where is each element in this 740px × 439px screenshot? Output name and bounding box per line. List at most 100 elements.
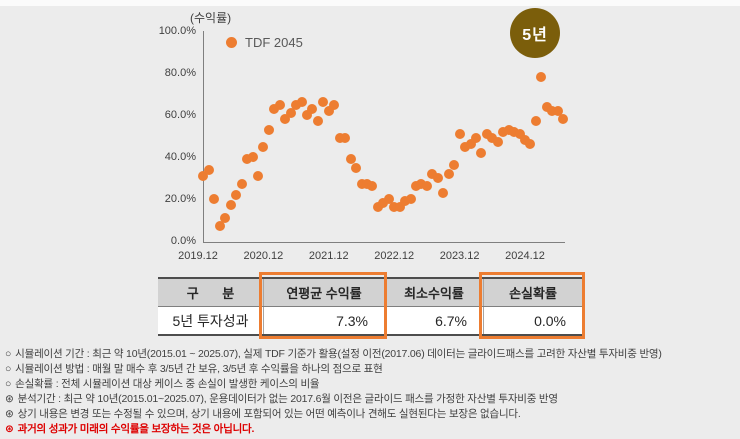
cell-annual-avg-return: 7.3% <box>263 307 384 334</box>
footnote-bullet-icon: ○ <box>5 378 12 390</box>
footnote-bullet-icon: ○ <box>5 348 12 360</box>
x-tick-label: 2020.12 <box>243 250 284 262</box>
y-axis-title: (수익률) <box>190 11 232 25</box>
legend-marker-icon <box>226 37 237 48</box>
data-point <box>345 154 356 165</box>
data-point <box>285 107 296 118</box>
data-point <box>492 137 503 148</box>
data-point <box>231 189 242 200</box>
data-point <box>454 128 465 139</box>
data-point <box>329 99 340 110</box>
footnote-text: 과거의 성과가 미래의 수익률을 보장하는 것은 아닙니다. <box>17 423 255 435</box>
data-point <box>520 135 530 146</box>
data-point <box>214 221 225 232</box>
data-point <box>530 116 541 127</box>
data-point <box>427 168 438 179</box>
data-point <box>296 97 307 108</box>
table-row: 5년 투자성과 7.3% 6.7% 0.0% <box>158 307 582 336</box>
data-point <box>340 133 351 144</box>
x-tick-label: 2019.12 <box>178 250 218 262</box>
data-point <box>356 179 367 190</box>
footnote-bullet-icon: ⊛ <box>5 393 14 405</box>
footnote-line: ○ 시뮬레이션 방법 : 매월 말 매수 후 3/5년 간 보유, 3/5년 후 … <box>5 362 739 377</box>
cell-loss-probability: 0.0% <box>483 307 582 334</box>
x-tick-label: 2022.12 <box>374 250 415 262</box>
y-tick-label: 100.0% <box>158 25 196 37</box>
data-point <box>367 181 378 192</box>
period-badge: 5년 <box>510 8 560 58</box>
data-point <box>476 147 487 158</box>
data-point <box>411 181 421 192</box>
data-point <box>383 194 394 204</box>
header-loss-probability: 손실확률 <box>483 279 582 306</box>
data-point <box>552 105 563 116</box>
footnote-line: ⊛ 분석기간 : 최근 약 10년(2015.01~2025.07), 운용데이터… <box>5 392 739 407</box>
y-tick-label: 20.0% <box>164 193 196 205</box>
data-point <box>438 187 449 198</box>
footnote-line: ○ 시뮬레이션 기간 : 최근 약 10년(2015.01 ~ 2025.07),… <box>5 347 739 362</box>
data-point <box>481 128 492 139</box>
data-point <box>307 103 318 114</box>
cell-min-return: 6.7% <box>384 307 483 334</box>
data-point <box>400 196 411 207</box>
performance-table: 구 분 연평균 수익률 최소수익률 손실확률 5년 투자성과 7.3% 6.7%… <box>158 277 582 336</box>
data-point <box>242 154 253 165</box>
data-point <box>470 133 481 144</box>
top-divider <box>0 0 740 6</box>
x-axis-line <box>203 242 565 243</box>
y-axis-line <box>203 31 204 242</box>
footnote-bullet-icon: ⊛ <box>5 423 14 435</box>
data-point <box>525 139 536 150</box>
data-point <box>503 124 514 135</box>
data-point <box>536 72 547 83</box>
data-point <box>258 141 269 152</box>
data-point <box>460 141 471 152</box>
data-point <box>225 200 236 211</box>
data-point <box>274 99 285 110</box>
data-point <box>312 116 323 127</box>
data-point <box>198 170 209 181</box>
data-point <box>291 99 302 110</box>
data-point <box>389 202 400 213</box>
y-tick-label: 40.0% <box>164 151 196 163</box>
data-point <box>465 139 476 150</box>
data-point <box>334 133 345 144</box>
y-tick-label: 60.0% <box>164 109 196 121</box>
x-tick-label: 2021.12 <box>308 250 349 262</box>
footnote-text: 시뮬레이션 기간 : 최근 약 10년(2015.01 ~ 2025.07), … <box>15 348 662 360</box>
data-point <box>323 105 334 116</box>
x-tick-label: 2023.12 <box>439 250 480 262</box>
footnote-line: ⊛ 상기 내용은 변경 또는 수정될 수 있으며, 상기 내용에 포함되어 있는 … <box>5 407 739 422</box>
data-point <box>269 103 280 114</box>
data-point <box>405 194 416 204</box>
data-point <box>209 194 220 204</box>
footnote-text: 손실확률 : 전체 시뮬레이션 대상 케이스 중 손실이 발생한 케이스의 비율 <box>15 378 320 390</box>
data-point <box>558 114 569 125</box>
legend: TDF 2045 <box>226 35 303 50</box>
data-point <box>449 160 460 171</box>
footnote-bullet-icon: ○ <box>5 363 12 375</box>
data-point <box>421 181 432 192</box>
data-point <box>394 202 405 213</box>
data-point <box>487 133 498 144</box>
data-point <box>372 202 383 213</box>
data-point <box>541 101 552 112</box>
legend-label: TDF 2045 <box>245 35 303 50</box>
data-point <box>252 170 263 181</box>
header-annual-avg-return: 연평균 수익률 <box>263 279 384 306</box>
data-point <box>203 164 214 175</box>
data-point <box>263 124 274 135</box>
data-point <box>416 179 427 190</box>
data-point <box>361 179 372 190</box>
y-tick-label: 80.0% <box>164 67 196 79</box>
data-point <box>443 168 454 179</box>
footnote-bullet-icon: ⊛ <box>5 408 14 420</box>
footnote-text: 시뮬레이션 방법 : 매월 말 매수 후 3/5년 간 보유, 3/5년 후 수… <box>15 363 383 375</box>
data-point <box>509 126 520 137</box>
data-point <box>302 110 312 120</box>
footnote-line-warning: ⊛ 과거의 성과가 미래의 수익률을 보장하는 것은 아닙니다. <box>5 422 739 437</box>
table-header-row: 구 분 연평균 수익률 최소수익률 손실확률 <box>158 277 582 307</box>
footnote-line: ○ 손실확률 : 전체 시뮬레이션 대상 케이스 중 손실이 발생한 케이스의 비… <box>5 377 739 392</box>
data-point <box>547 105 558 116</box>
